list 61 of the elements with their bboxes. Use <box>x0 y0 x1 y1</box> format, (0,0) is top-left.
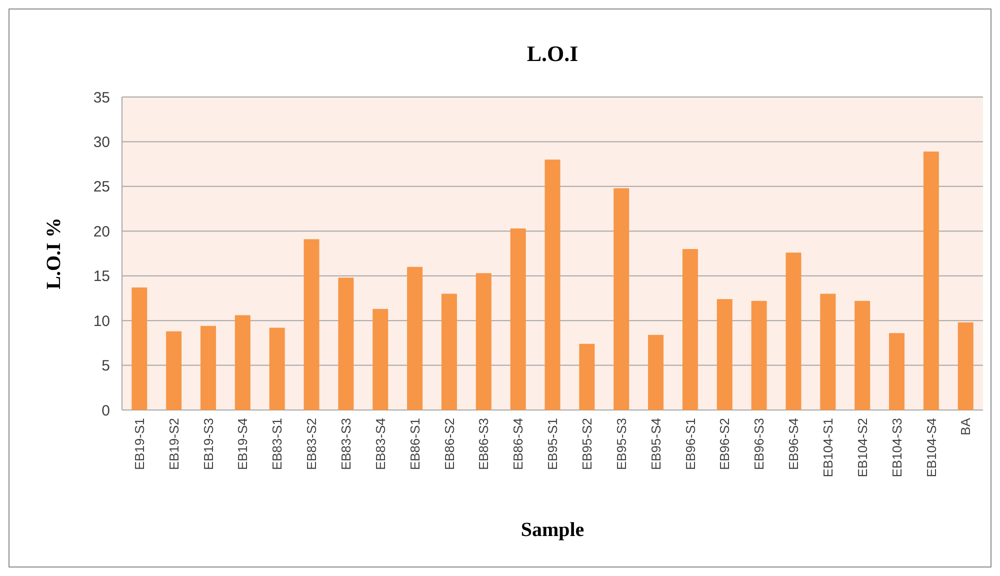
bar <box>648 334 664 410</box>
x-tick-label: EB104-S4 <box>924 418 939 478</box>
x-tick-label: EB83-S2 <box>304 418 320 470</box>
x-tick-label: EB104-S3 <box>889 418 904 478</box>
x-axis-title: Sample <box>520 519 584 541</box>
x-tick-label: EB96-S2 <box>717 418 732 470</box>
chart-title: L.O.I <box>526 41 578 66</box>
y-tick-label: 25 <box>93 178 110 196</box>
y-tick-label: 35 <box>93 89 110 106</box>
x-tick-label: EB86-S4 <box>510 418 526 470</box>
x-tick-label: EB19-S1 <box>132 418 147 470</box>
bar <box>923 152 939 410</box>
bar <box>476 273 492 410</box>
x-tick-label: EB95-S4 <box>648 418 664 470</box>
x-tick-label: EB19-S3 <box>200 418 216 470</box>
x-tick-label: EB86-S2 <box>442 418 457 470</box>
bar <box>889 333 905 410</box>
x-tick-label: EB86-S1 <box>407 418 422 470</box>
x-tick-label: EB83-S1 <box>270 418 285 470</box>
bar <box>510 228 526 410</box>
x-tick-label: EB19-S4 <box>235 418 250 470</box>
x-tick-label: EB95-S1 <box>545 418 560 470</box>
y-tick-label: 10 <box>93 312 110 330</box>
bar <box>751 300 767 410</box>
x-tick-label: EB83-S3 <box>338 418 354 470</box>
bar <box>269 328 285 410</box>
x-tick-label: EB96-S3 <box>752 418 767 470</box>
bar <box>338 278 354 410</box>
x-tick-label: EB96-S1 <box>682 418 698 470</box>
bar <box>786 252 802 410</box>
x-tick-label: EB104-S2 <box>854 418 870 478</box>
bar <box>614 188 630 410</box>
bar <box>441 294 457 410</box>
bar <box>304 239 320 410</box>
bar <box>407 266 423 410</box>
y-tick-label: 20 <box>93 223 110 240</box>
bar <box>132 287 148 410</box>
bar <box>234 315 250 410</box>
x-tick-label: EB83-S4 <box>372 418 388 470</box>
y-axis-title: L.O.I % <box>43 218 65 290</box>
bar <box>958 322 974 410</box>
y-tick-label: 30 <box>93 134 110 151</box>
x-tick-label: EB104-S1 <box>820 418 836 478</box>
bar <box>200 326 216 410</box>
y-tick-label: 15 <box>93 268 110 286</box>
bar <box>716 299 732 410</box>
y-tick-label: 5 <box>102 358 110 375</box>
x-tick-label: BA <box>958 418 974 436</box>
x-tick-label: EB96-S4 <box>786 418 802 470</box>
bar <box>544 160 560 410</box>
bar <box>372 308 388 410</box>
x-tick-label: EB19-S2 <box>166 418 182 470</box>
y-tick-label: 0 <box>102 402 110 420</box>
bar <box>682 249 698 410</box>
bar <box>579 344 595 410</box>
bar <box>166 331 182 410</box>
x-tick-label: EB95-S3 <box>614 418 629 470</box>
x-tick-label: EB86-S3 <box>476 418 492 470</box>
bar <box>854 300 870 410</box>
x-tick-label: EB95-S2 <box>579 418 594 470</box>
bar <box>820 294 836 410</box>
